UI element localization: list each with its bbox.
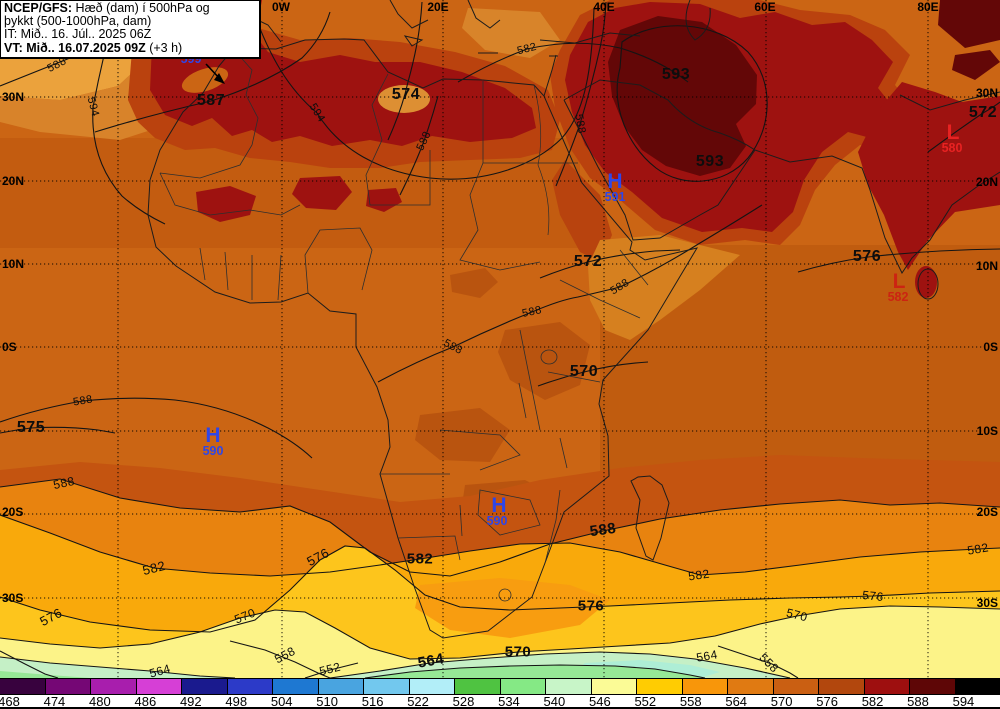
high-center-marker: H: [491, 494, 507, 517]
colorbar-cell: [273, 679, 319, 694]
longitude-label: 80E: [917, 0, 939, 14]
country-borders: [159, 51, 649, 602]
colorbar-cell: [318, 679, 364, 694]
contour-value-label: 572: [968, 104, 998, 121]
latitude-label: 20S: [2, 505, 24, 519]
contour-value-label: 582: [406, 550, 434, 568]
center-value-label: 590: [486, 514, 508, 528]
colorbar-cell: [728, 679, 774, 694]
title-line-1: NCEP/GFS: Hæð (dam) í 500hPa og: [4, 1, 210, 15]
colorbar-value: 546: [588, 694, 611, 709]
latlon-grid: [0, 0, 1000, 678]
colorbar-cell: [591, 679, 637, 694]
colorbar-value: 474: [43, 694, 66, 709]
colorbar-value: 582: [861, 694, 884, 709]
latitude-label: 20S: [976, 505, 998, 519]
title-line-4: VT: Mið.. 16.07.2025 09Z (+3 h): [4, 40, 183, 55]
contour-value-label: 576: [861, 587, 885, 605]
title-line-2: þykkt (500-1000hPa, dam): [4, 14, 152, 29]
colorbar-value: 534: [498, 694, 520, 709]
latitude-label: 30N: [2, 90, 25, 104]
colorbar-cell: [0, 679, 46, 694]
latitude-label: 10N: [2, 257, 25, 271]
contour-value-label: 576: [852, 248, 882, 265]
latitude-label: 30S: [2, 591, 24, 605]
latitude-label: 0S: [2, 340, 17, 354]
latitude-label: 30S: [976, 596, 998, 610]
colorbar-value: 594: [952, 694, 975, 709]
colorbar-cell: [409, 679, 455, 694]
colorbar-cell: [546, 679, 592, 694]
colorbar-value: 588: [907, 694, 929, 709]
colorbar-value: 570: [770, 694, 793, 709]
colorbar-cell: [455, 679, 501, 694]
colorbar-labels: 468 474 480 486 492 498 504 510 516 522 528 534 540 5…: [0, 694, 1000, 709]
colorbar-cell: [364, 679, 410, 694]
colorbar-value: 528: [452, 694, 475, 709]
colorbar-cell: [910, 679, 956, 694]
center-value-label: 580: [941, 141, 963, 155]
contour-value-label: 582: [687, 566, 711, 584]
center-value-label: 582: [887, 290, 909, 304]
colorbar-cell: [500, 679, 546, 694]
contour-value-label: 588: [588, 519, 618, 541]
colorbar-value: 552: [634, 694, 657, 709]
latitude-label: 20N: [2, 174, 25, 188]
colorbar: [0, 678, 1000, 695]
colorbar-value: 564: [725, 694, 748, 709]
contour-value-label: 575: [16, 419, 46, 436]
colorbar-value: 558: [679, 694, 702, 709]
colorbar-value: 516: [361, 694, 384, 709]
colorbar-cell: [182, 679, 228, 694]
contour-value-label: 572: [573, 253, 603, 270]
center-value-label: 591: [604, 190, 626, 204]
contour-value-label: 576: [577, 597, 605, 615]
colorbar-value: 498: [225, 694, 248, 709]
latitude-label: 0S: [983, 340, 998, 354]
high-center-marker: H: [607, 170, 623, 193]
contour-value-label: 574: [391, 86, 421, 103]
latitude-label: 10S: [976, 424, 998, 438]
high-center-arrow: [205, 63, 225, 84]
longitude-label: 60E: [754, 0, 776, 14]
colorbar-cell: [45, 679, 91, 694]
low-center-marker: L: [946, 121, 960, 144]
longitude-label: 40E: [593, 0, 615, 14]
colorbar-cell: [227, 679, 273, 694]
colorbar-value: 468: [0, 694, 20, 709]
colorbar-value: 480: [89, 694, 111, 709]
longitude-label: 20E: [427, 0, 449, 14]
title-line-3: IT: Mið.. 16. Júl.. 2025 06Z: [4, 27, 152, 42]
title-box: NCEP/GFS: Hæð (dam) í 500hPa og þykkt (5…: [0, 0, 261, 59]
colorbar-value: 522: [407, 694, 429, 709]
contour-value-label: 570: [504, 643, 532, 661]
longitude-label: 0W: [272, 0, 290, 14]
low-center-marker: L: [892, 270, 906, 293]
colorbar-cell: [682, 679, 728, 694]
colorbar-value: 492: [179, 694, 202, 709]
high-center-marker: H: [205, 424, 221, 447]
colorbar-value: 504: [270, 694, 293, 709]
contour-value-label: 587: [196, 92, 226, 109]
latitude-label: 30N: [975, 86, 998, 100]
colorbar-cell: [637, 679, 683, 694]
contour-value-label: 593: [695, 153, 725, 170]
latitude-label: 10N: [975, 259, 998, 273]
colorbar-cell: [136, 679, 182, 694]
colorbar-cell: [819, 679, 865, 694]
contour-value-label: 570: [569, 363, 599, 380]
colorbar-cell: [773, 679, 819, 694]
colorbar-value: 576: [816, 694, 838, 709]
center-value-label: 590: [202, 444, 224, 458]
colorbar-value: 510: [316, 694, 338, 709]
colorbar-value: 486: [134, 694, 157, 709]
latitude-label: 20N: [975, 175, 998, 189]
colorbar-cell: [955, 679, 1000, 694]
colorbar-cell: [91, 679, 137, 694]
colorbar-cell: [864, 679, 910, 694]
colorbar-value: 540: [543, 694, 566, 709]
contour-value-label: 593: [661, 66, 691, 83]
